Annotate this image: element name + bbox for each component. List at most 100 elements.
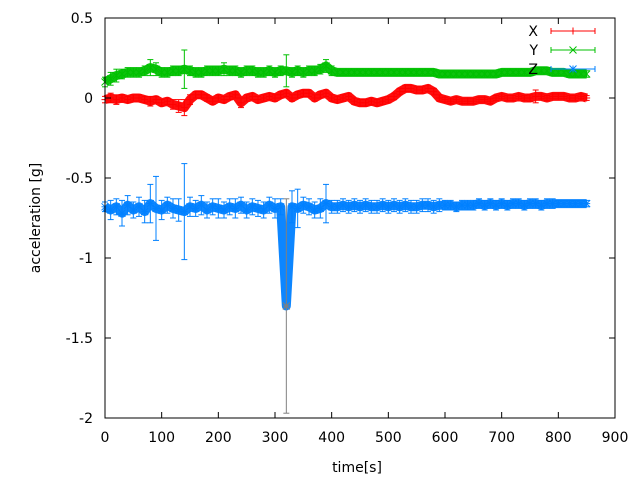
data-point xyxy=(548,199,557,208)
data-point xyxy=(299,68,308,77)
data-point xyxy=(492,70,500,78)
data-point xyxy=(112,202,121,211)
data-point xyxy=(390,68,398,77)
data-point xyxy=(288,68,296,77)
x-tick-label: 800 xyxy=(545,430,572,446)
data-point xyxy=(412,202,421,211)
y-tick-label: 0.5 xyxy=(71,11,93,27)
legend-marker xyxy=(569,46,577,54)
data-point xyxy=(254,204,262,213)
data-point xyxy=(407,68,415,77)
data-point xyxy=(441,70,449,78)
data-point xyxy=(197,68,206,77)
data-point xyxy=(361,68,370,77)
data-point xyxy=(208,202,217,211)
data-point xyxy=(203,66,211,75)
data-point xyxy=(356,68,364,77)
data-point xyxy=(435,70,444,78)
data-point xyxy=(486,70,495,78)
data-point xyxy=(242,206,251,214)
y-axis-label: acceleration [g] xyxy=(28,163,44,274)
data-point xyxy=(520,68,529,77)
data-point xyxy=(191,204,200,213)
axis-ticks: 0 100 200 300 400 500 600 700 800 900 0.5 0 -0.5 -1 -1… xyxy=(66,11,629,446)
x-tick-label: 0 xyxy=(101,430,110,446)
data-point xyxy=(265,66,274,75)
data-point xyxy=(446,201,455,210)
data-point xyxy=(418,201,427,210)
data-point xyxy=(497,199,506,208)
data-point xyxy=(531,199,540,208)
data-point xyxy=(560,199,568,208)
data-point xyxy=(571,199,580,208)
data-point xyxy=(339,201,347,210)
data-point xyxy=(356,202,364,211)
data-point xyxy=(140,66,149,75)
data-point xyxy=(265,201,274,210)
data-point xyxy=(231,204,240,213)
data-point xyxy=(367,202,376,211)
data-point xyxy=(214,66,223,75)
data-point xyxy=(531,66,540,75)
data-point xyxy=(463,70,472,78)
data-point xyxy=(475,199,483,208)
data-point xyxy=(418,68,427,77)
data-point xyxy=(282,302,291,310)
data-point xyxy=(475,70,483,78)
data-point xyxy=(554,68,563,77)
legend-label: Z xyxy=(528,62,538,78)
data-point xyxy=(157,68,166,77)
data-point xyxy=(503,201,512,210)
data-point xyxy=(543,199,551,208)
data-point xyxy=(463,201,472,210)
data-point xyxy=(339,68,347,77)
data-point xyxy=(305,66,313,75)
data-point xyxy=(208,66,217,75)
data-point xyxy=(310,66,319,75)
data-point xyxy=(554,199,563,208)
data-point xyxy=(424,68,432,77)
data-point xyxy=(378,201,387,210)
data-point xyxy=(344,202,353,211)
data-point xyxy=(327,66,336,75)
x-axis-label: time[s] xyxy=(332,460,382,476)
x-tick-label: 100 xyxy=(148,430,175,446)
data-marks xyxy=(101,49,591,414)
series-band xyxy=(102,199,587,311)
data-point xyxy=(220,65,228,74)
data-point xyxy=(333,68,342,77)
data-point xyxy=(271,204,279,213)
data-point xyxy=(526,199,534,208)
data-point xyxy=(390,201,398,210)
series-x xyxy=(101,83,591,117)
data-point xyxy=(316,204,325,213)
data-point xyxy=(135,202,143,211)
data-point xyxy=(497,68,506,77)
data-point xyxy=(180,207,189,216)
data-point xyxy=(282,66,291,75)
y-tick-label: -2 xyxy=(79,411,93,427)
data-point xyxy=(412,68,421,77)
data-point xyxy=(548,68,557,77)
data-point xyxy=(435,201,444,210)
x-tick-label: 400 xyxy=(318,430,345,446)
data-point xyxy=(248,66,257,75)
data-point xyxy=(429,68,438,77)
data-point xyxy=(237,201,245,210)
data-point xyxy=(316,65,325,74)
data-point xyxy=(543,66,551,75)
data-point xyxy=(503,68,512,77)
data-point xyxy=(146,63,155,72)
data-point xyxy=(293,204,302,213)
data-point xyxy=(582,70,591,78)
data-point xyxy=(197,201,206,210)
data-point xyxy=(220,206,228,214)
data-point xyxy=(140,207,149,216)
data-point xyxy=(123,68,132,77)
legend: XYZ xyxy=(528,24,596,78)
data-point xyxy=(514,199,523,208)
data-point xyxy=(514,68,523,77)
data-point xyxy=(106,74,115,83)
data-point xyxy=(565,70,574,78)
